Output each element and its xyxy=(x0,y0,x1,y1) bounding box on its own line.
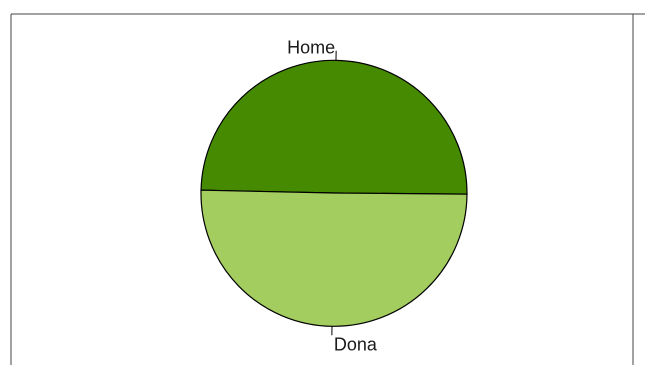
pie-slice-dona xyxy=(200,189,468,327)
pie-slice-home-label: Home xyxy=(287,38,335,58)
pie-slice-dona-label: Dona xyxy=(334,334,378,354)
pie-labels: Home Dona xyxy=(287,38,378,355)
pie-slices xyxy=(200,59,468,327)
pie-slice-home xyxy=(200,59,468,195)
plot-border xyxy=(10,13,645,365)
